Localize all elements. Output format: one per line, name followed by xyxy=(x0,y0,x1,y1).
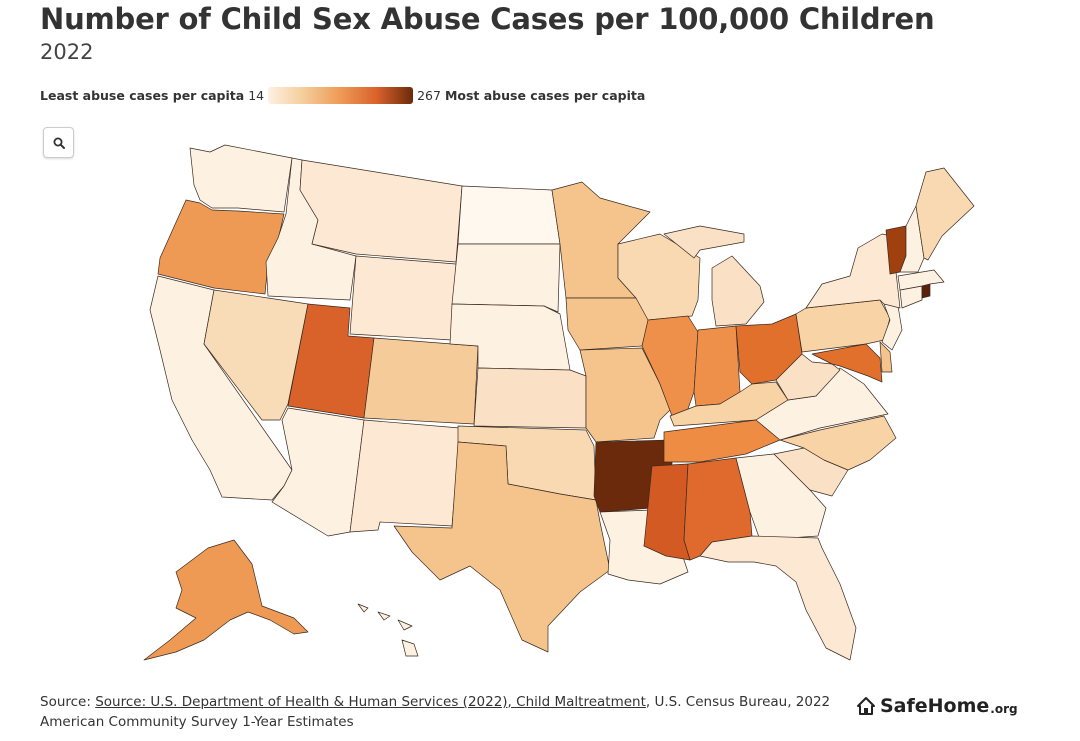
state-KS[interactable] xyxy=(473,367,587,429)
search-icon xyxy=(53,137,65,149)
state-TX[interactable] xyxy=(393,441,611,653)
state-MI-lower[interactable] xyxy=(711,255,765,327)
brand-logo[interactable]: SafeHome .org xyxy=(856,695,1018,717)
brand-name: SafeHome xyxy=(880,695,990,717)
state-MS[interactable] xyxy=(643,463,691,561)
state-CO[interactable] xyxy=(363,337,479,425)
state-OR[interactable] xyxy=(157,199,285,295)
source-line2: American Community Survey 1-Year Estimat… xyxy=(40,714,354,730)
state-RI[interactable] xyxy=(921,283,931,299)
source-prefix: Source: xyxy=(40,694,96,710)
state-MD[interactable] xyxy=(811,343,883,383)
legend-gradient-bar xyxy=(268,86,414,104)
zoom-button[interactable] xyxy=(43,127,74,158)
chart-subtitle: 2022 xyxy=(40,40,94,64)
state-MO[interactable] xyxy=(579,347,671,443)
state-HI[interactable] xyxy=(357,603,419,657)
source-link[interactable]: Source: U.S. Department of Health & Huma… xyxy=(95,694,646,710)
state-WI[interactable] xyxy=(617,233,701,321)
source-suffix: , U.S. Census Bureau, 2022 xyxy=(645,694,831,710)
state-ME[interactable] xyxy=(915,167,975,261)
state-DE[interactable] xyxy=(879,341,893,373)
state-WY[interactable] xyxy=(349,255,457,341)
state-NM[interactable] xyxy=(349,419,461,533)
state-SD[interactable] xyxy=(451,243,561,313)
brand-tld: .org xyxy=(990,702,1018,716)
chart-title: Number of Child Sex Abuse Cases per 100,… xyxy=(40,2,935,36)
state-MI[interactable] xyxy=(663,225,745,259)
state-WA[interactable] xyxy=(189,144,293,213)
legend-high-label: Most abuse cases per capita xyxy=(444,87,646,103)
state-MA[interactable] xyxy=(897,269,945,291)
house-icon xyxy=(857,697,875,715)
state-AK[interactable] xyxy=(143,539,309,661)
legend-high-value: 267 xyxy=(417,87,441,103)
state-NC[interactable] xyxy=(779,415,897,471)
source-footer: Source: Source: U.S. Department of Healt… xyxy=(40,692,830,732)
color-legend: Least abuse cases per capita 14 267 Most… xyxy=(40,86,645,104)
state-NV[interactable] xyxy=(203,289,309,421)
state-KY[interactable] xyxy=(669,381,789,427)
state-ND[interactable] xyxy=(457,185,561,245)
state-IN[interactable] xyxy=(693,325,741,407)
state-FL[interactable] xyxy=(699,535,857,661)
legend-low-value: 14 xyxy=(248,87,265,103)
state-MT[interactable] xyxy=(299,159,463,263)
state-WV[interactable] xyxy=(775,353,841,401)
legend-low-label: Least abuse cases per capita xyxy=(40,87,245,103)
state-NY[interactable] xyxy=(805,233,901,309)
state-IA[interactable] xyxy=(565,297,651,351)
